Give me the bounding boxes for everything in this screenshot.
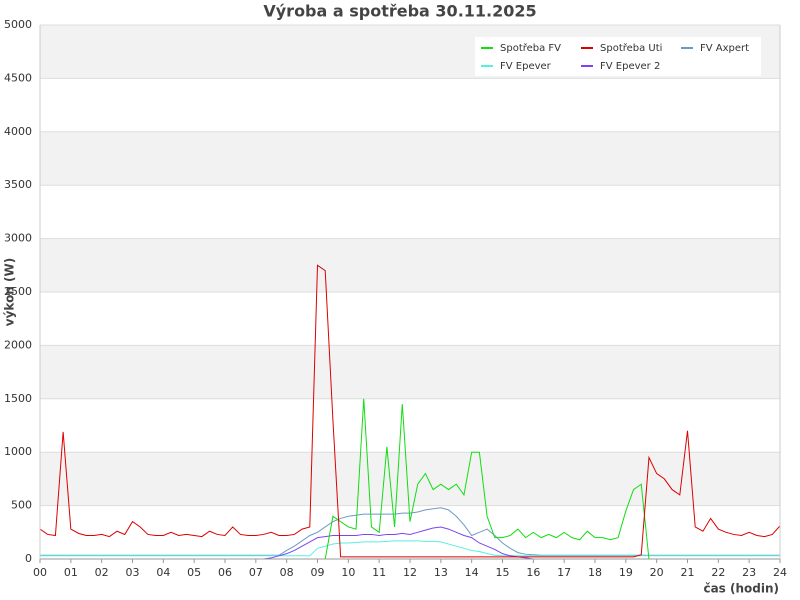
x-tick-label: 17 <box>557 566 571 579</box>
legend-label: Spotřeba FV <box>500 42 561 54</box>
legend-box <box>475 37 761 76</box>
series-line <box>40 507 780 556</box>
x-tick-label: 20 <box>650 566 664 579</box>
x-tick-label: 23 <box>742 566 756 579</box>
y-tick-label: 1000 <box>4 445 32 458</box>
y-tick-label: 0 <box>25 552 32 565</box>
legend-label: FV Axpert <box>700 43 749 54</box>
y-tick-label: 4000 <box>4 125 32 138</box>
y-tick-label: 2500 <box>4 285 32 298</box>
x-tick-label: 22 <box>711 566 725 579</box>
x-tick-label: 05 <box>187 566 201 579</box>
x-axis-label: čas (hodin) <box>703 582 779 596</box>
x-tick-label: 04 <box>156 566 170 579</box>
x-tick-label: 08 <box>280 566 294 579</box>
x-tick-label: 19 <box>619 566 633 579</box>
y-tick-label: 2000 <box>4 338 32 351</box>
x-tick-label: 14 <box>465 566 479 579</box>
y-tick-label: 1500 <box>4 392 32 405</box>
x-tick-label: 09 <box>311 566 325 579</box>
y-tick-label: 3500 <box>4 178 32 191</box>
axes: 0500100015002000250030003500400045005000… <box>4 18 787 579</box>
x-tick-label: 01 <box>64 566 78 579</box>
y-tick-label: 4500 <box>4 71 32 84</box>
x-tick-label: 16 <box>526 566 540 579</box>
legend-label: FV Epever 2 <box>600 61 660 72</box>
x-tick-label: 13 <box>434 566 448 579</box>
x-tick-label: 12 <box>403 566 417 579</box>
chart-title: Výroba a spotřeba 30.11.2025 <box>263 2 536 21</box>
x-tick-label: 21 <box>681 566 695 579</box>
x-tick-label: 18 <box>588 566 602 579</box>
series-line <box>39 264 781 558</box>
x-tick-label: 15 <box>496 566 510 579</box>
x-tick-label: 10 <box>341 566 355 579</box>
y-tick-label: 3000 <box>4 232 32 245</box>
series-line <box>40 540 780 557</box>
y-tick-label: 500 <box>11 499 32 512</box>
x-tick-label: 06 <box>218 566 232 579</box>
x-tick-label: 24 <box>773 566 787 579</box>
plot-band <box>40 238 780 292</box>
x-tick-label: 11 <box>372 566 386 579</box>
legend-label: FV Epever <box>500 61 552 72</box>
plot-band <box>40 131 780 186</box>
plot-band <box>40 452 780 506</box>
y-axis-label: výkon (W) <box>3 258 17 326</box>
x-tick-label: 07 <box>249 566 263 579</box>
x-tick-label: 02 <box>95 566 109 579</box>
legend-label: Spotřeba Uti <box>600 42 662 54</box>
x-tick-label: 00 <box>33 566 47 579</box>
legend: Spotřeba FV Spotřeba Uti FV Axpert FV Epeve… <box>475 37 761 76</box>
plot-band <box>40 345 780 399</box>
y-tick-label: 5000 <box>4 18 32 31</box>
x-tick-label: 03 <box>126 566 140 579</box>
